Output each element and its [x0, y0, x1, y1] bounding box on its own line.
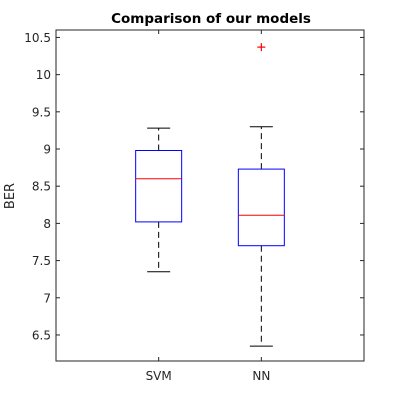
box-nn [237, 43, 285, 347]
boxes-layer [135, 43, 285, 347]
y-axis-label: BER [3, 183, 18, 209]
y-tick-label: 10.5 [24, 31, 51, 45]
outlier-point [257, 43, 266, 52]
box-svm [135, 127, 183, 273]
box-iqr [135, 149, 183, 223]
y-tick-label: 9.5 [32, 105, 51, 119]
y-tick-label: 8 [43, 217, 51, 231]
x-tick-label: SVM [146, 369, 172, 383]
y-tick-label: 10 [36, 68, 51, 82]
box-iqr [237, 168, 285, 247]
y-tick-label: 7 [43, 291, 51, 305]
y-tick-label: 6.5 [32, 328, 51, 342]
y-tick-label: 8.5 [32, 180, 51, 194]
plot-frame [55, 29, 365, 362]
chart-title: Comparison of our models [111, 11, 311, 27]
x-tick-label: NN [252, 369, 270, 383]
axis-ticks: 6.5 7 7.5 8 8.5 9 9.5 10 10.5 SVM NN [24, 30, 364, 383]
y-tick-label: 7.5 [32, 254, 51, 268]
y-tick-label: 9 [43, 143, 51, 157]
